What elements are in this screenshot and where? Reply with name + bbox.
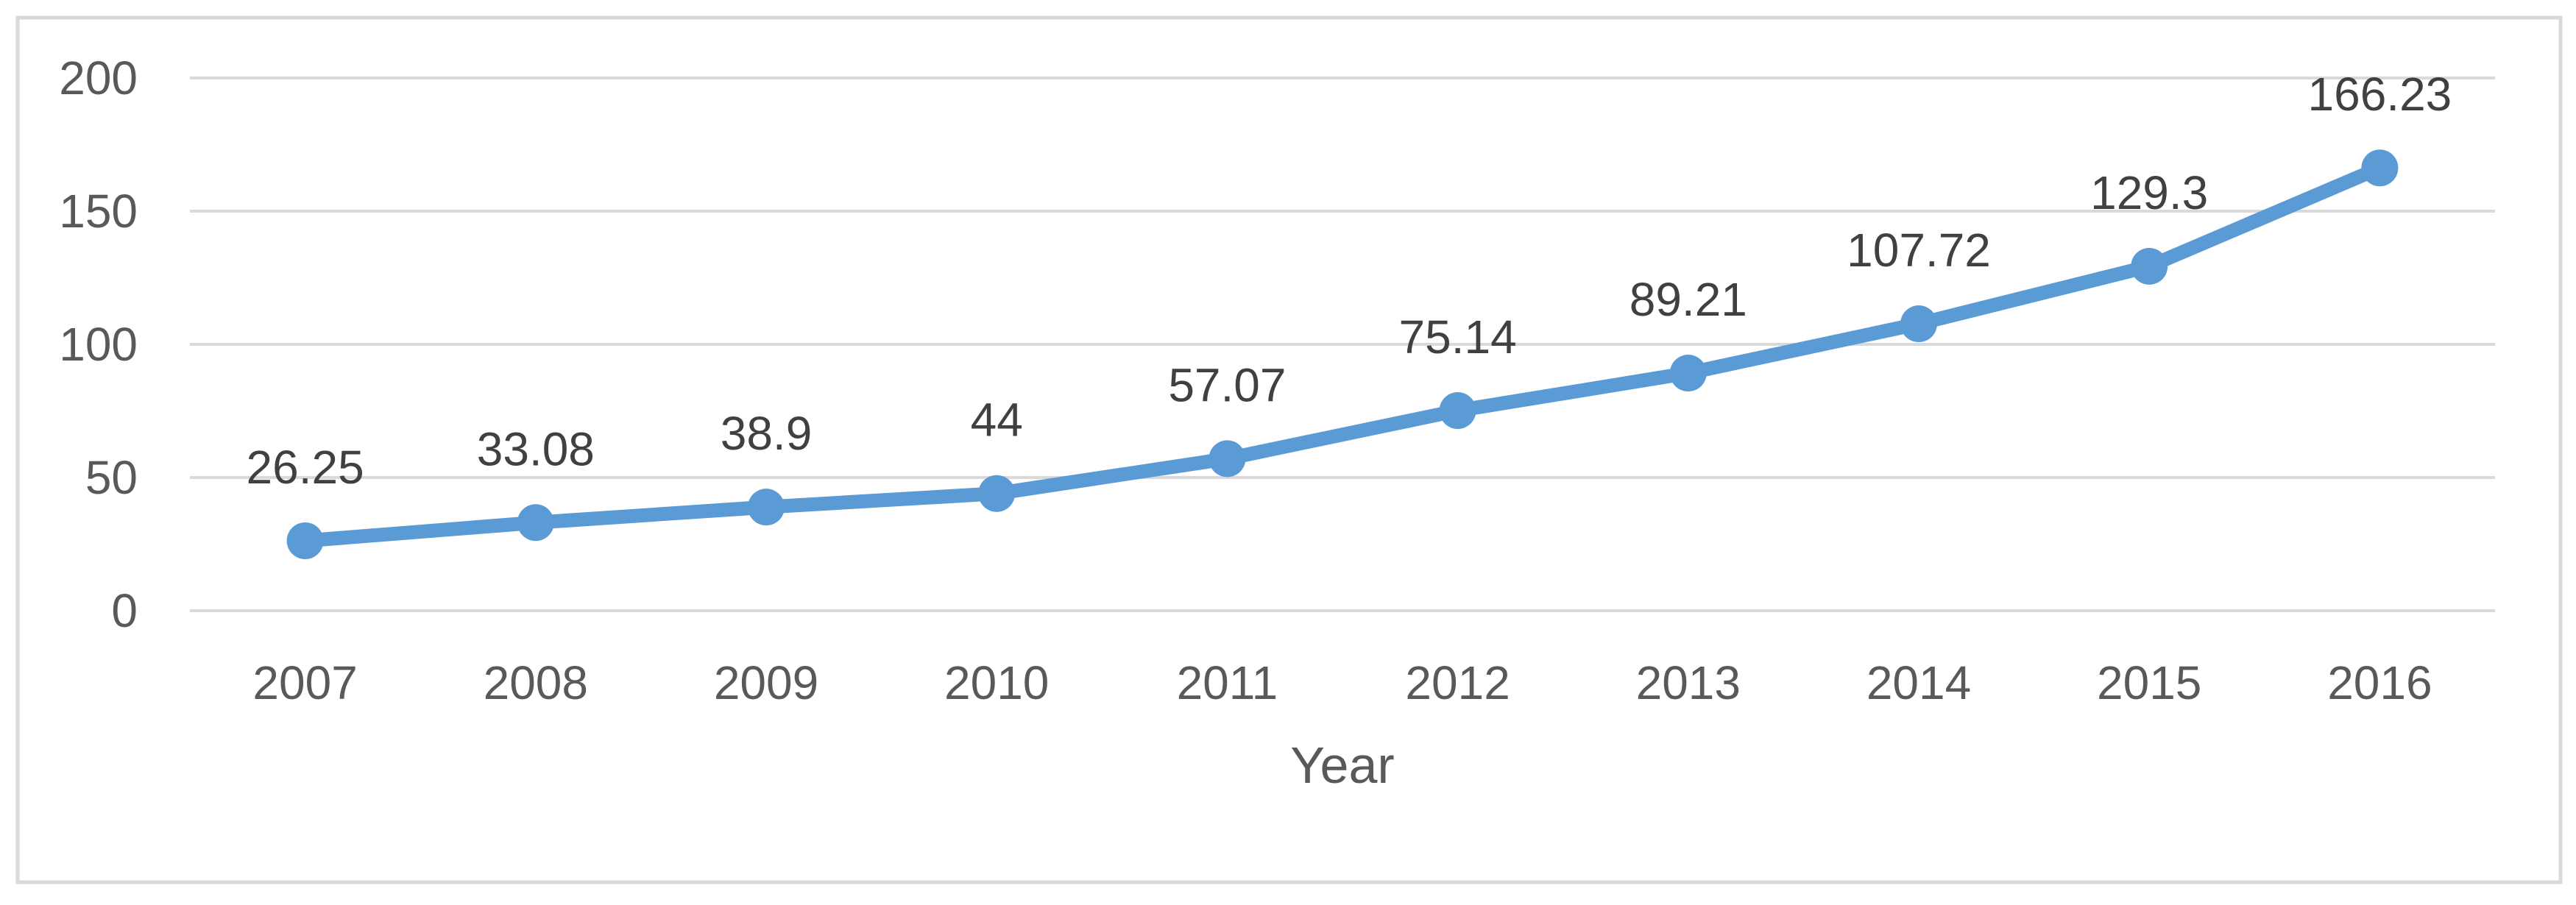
series-polyline [298,160,2387,548]
x-tick-label: 2014 [1866,656,1971,709]
data-label: 166.23 [2308,68,2452,121]
x-tick-label: 2007 [252,656,357,709]
data-label: 75.14 [1399,310,1517,363]
x-axis-title: Year [1290,737,1394,794]
data-point-marker [2131,247,2168,285]
data-label: 38.9 [721,407,813,460]
data-label: 57.07 [1168,358,1286,411]
y-tick-label: 0 [111,584,138,637]
gridlines [190,77,2495,612]
data-point-marker [1439,391,1476,429]
x-tick-label: 2010 [944,656,1049,709]
chart-border [15,15,2563,884]
x-tick-label: 2016 [2327,656,2432,709]
data-point-marker [748,489,785,526]
data-label: 129.3 [2090,166,2208,219]
data-label: 33.08 [477,422,595,475]
data-point-marker [1209,440,1246,478]
x-tick-label: 2011 [1177,656,1278,709]
x-tick-label: 2015 [2097,656,2201,709]
x-tick-label: 2013 [1636,656,1741,709]
data-labels-group: 26.25 33.08 38.9 44 57.07 75.14 89.21 107.72 129… [247,68,2452,494]
y-tick-label: 50 [85,451,138,504]
y-tick-label: 150 [59,185,138,238]
data-point-marker [978,475,1016,512]
data-point-marker [2361,149,2399,187]
data-label: 107.72 [1847,224,1991,277]
x-tick-label: 2008 [484,656,588,709]
x-tick-label: 2009 [714,656,818,709]
y-tick-label: 100 [59,318,138,371]
data-point-marker [1669,355,1707,392]
data-point-marker [1900,305,1937,343]
data-label: 26.25 [247,441,364,494]
y-tick-label: 200 [59,52,138,104]
x-axis-tick-labels: 2007 2008 2009 2010 2011 2012 2013 2014 2015 2016 [252,656,2432,709]
data-point-marker [517,504,554,542]
data-label: 44 [971,394,1023,447]
data-point-marker [286,522,324,559]
y-axis-tick-labels: 0 50 100 150 200 [59,52,138,637]
series-line-group [286,149,2399,559]
data-label: 89.21 [1630,273,1747,326]
x-tick-label: 2012 [1405,656,1510,709]
